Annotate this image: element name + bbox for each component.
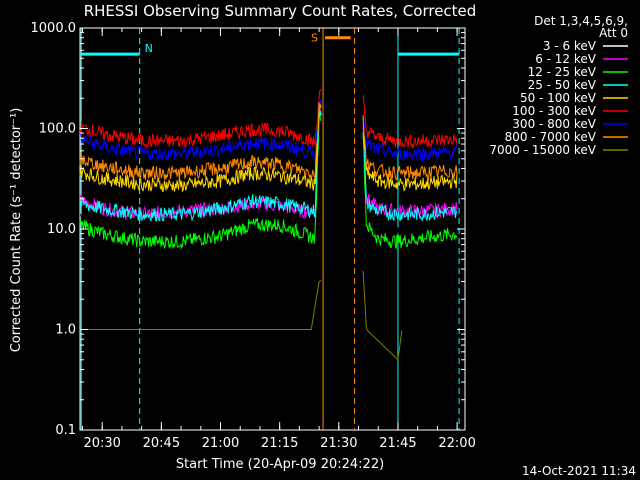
series-line (362, 95, 458, 149)
legend-label: 6 - 12 keV (535, 52, 597, 66)
legend-label: 7000 - 15000 keV (489, 143, 596, 157)
legend-label: 12 - 25 keV (528, 65, 597, 79)
saa-label: S (311, 32, 318, 45)
y-tick-label: 1.0 (55, 323, 76, 338)
legend-label: 800 - 7000 keV (505, 130, 597, 144)
legend-label: 3 - 6 keV (543, 39, 597, 53)
x-tick-label: 21:30 (320, 436, 357, 451)
series-line (362, 114, 458, 162)
series-line (79, 105, 322, 222)
series-800-7000keV (79, 101, 458, 181)
y-tick-label: 10.0 (47, 222, 76, 237)
series-line (362, 136, 458, 250)
x-axis-label: Start Time (20-Apr-09 20:24:22) (176, 457, 384, 472)
series-line (79, 111, 322, 222)
legend-header-2: Att 0 (599, 26, 628, 40)
series-25-50keV (79, 111, 458, 222)
x-tick-label: 20:45 (143, 436, 180, 451)
series-line (362, 270, 403, 361)
legend-label: 300 - 800 keV (512, 117, 596, 131)
x-tick-label: 20:30 (83, 436, 120, 451)
series-line (362, 116, 458, 192)
legend-label: 100 - 300 keV (512, 104, 596, 118)
chart-title: RHESSI Observing Summary Count Rates, Co… (84, 2, 477, 20)
night-label: N (145, 42, 153, 55)
y-tick-label: 100.0 (39, 122, 76, 137)
footer-timestamp: 14-Oct-2021 11:34 (522, 464, 636, 478)
series-line (79, 99, 322, 161)
series-line (79, 112, 322, 242)
y-tick-label: 1000.0 (31, 21, 77, 36)
x-tick-label: 21:45 (379, 436, 416, 451)
x-tick-label: 21:15 (261, 436, 298, 451)
y-axis-label: Corrected Count Rate (s⁻¹ detector⁻¹) (9, 108, 24, 353)
series-7000-15000keV (80, 270, 403, 361)
axes-layer: 0.1 1.0 10.0 100.0 1000.0 20:30 20:45 21:00 21:1… (31, 21, 476, 451)
series-300-800keV (79, 99, 458, 162)
series-line (362, 132, 458, 222)
series-line (79, 103, 322, 193)
legend-label: 25 - 50 keV (528, 78, 597, 92)
series-line (79, 88, 322, 150)
x-tick-label: 22:00 (438, 436, 475, 451)
series-line (362, 115, 458, 181)
series-layer (79, 88, 458, 361)
series-line (80, 279, 322, 330)
legend-header-1: Det 1,3,4,5,6,9, (534, 14, 628, 28)
series-50-100keV (79, 103, 458, 193)
series-line (79, 101, 322, 181)
x-tick-label: 21:00 (202, 436, 239, 451)
series-100-300keV (79, 88, 458, 150)
y-tick-label: 0.1 (55, 423, 76, 438)
legend-label: 50 - 100 keV (520, 91, 597, 105)
series-line (79, 109, 322, 250)
series-12-25keV (79, 109, 458, 250)
